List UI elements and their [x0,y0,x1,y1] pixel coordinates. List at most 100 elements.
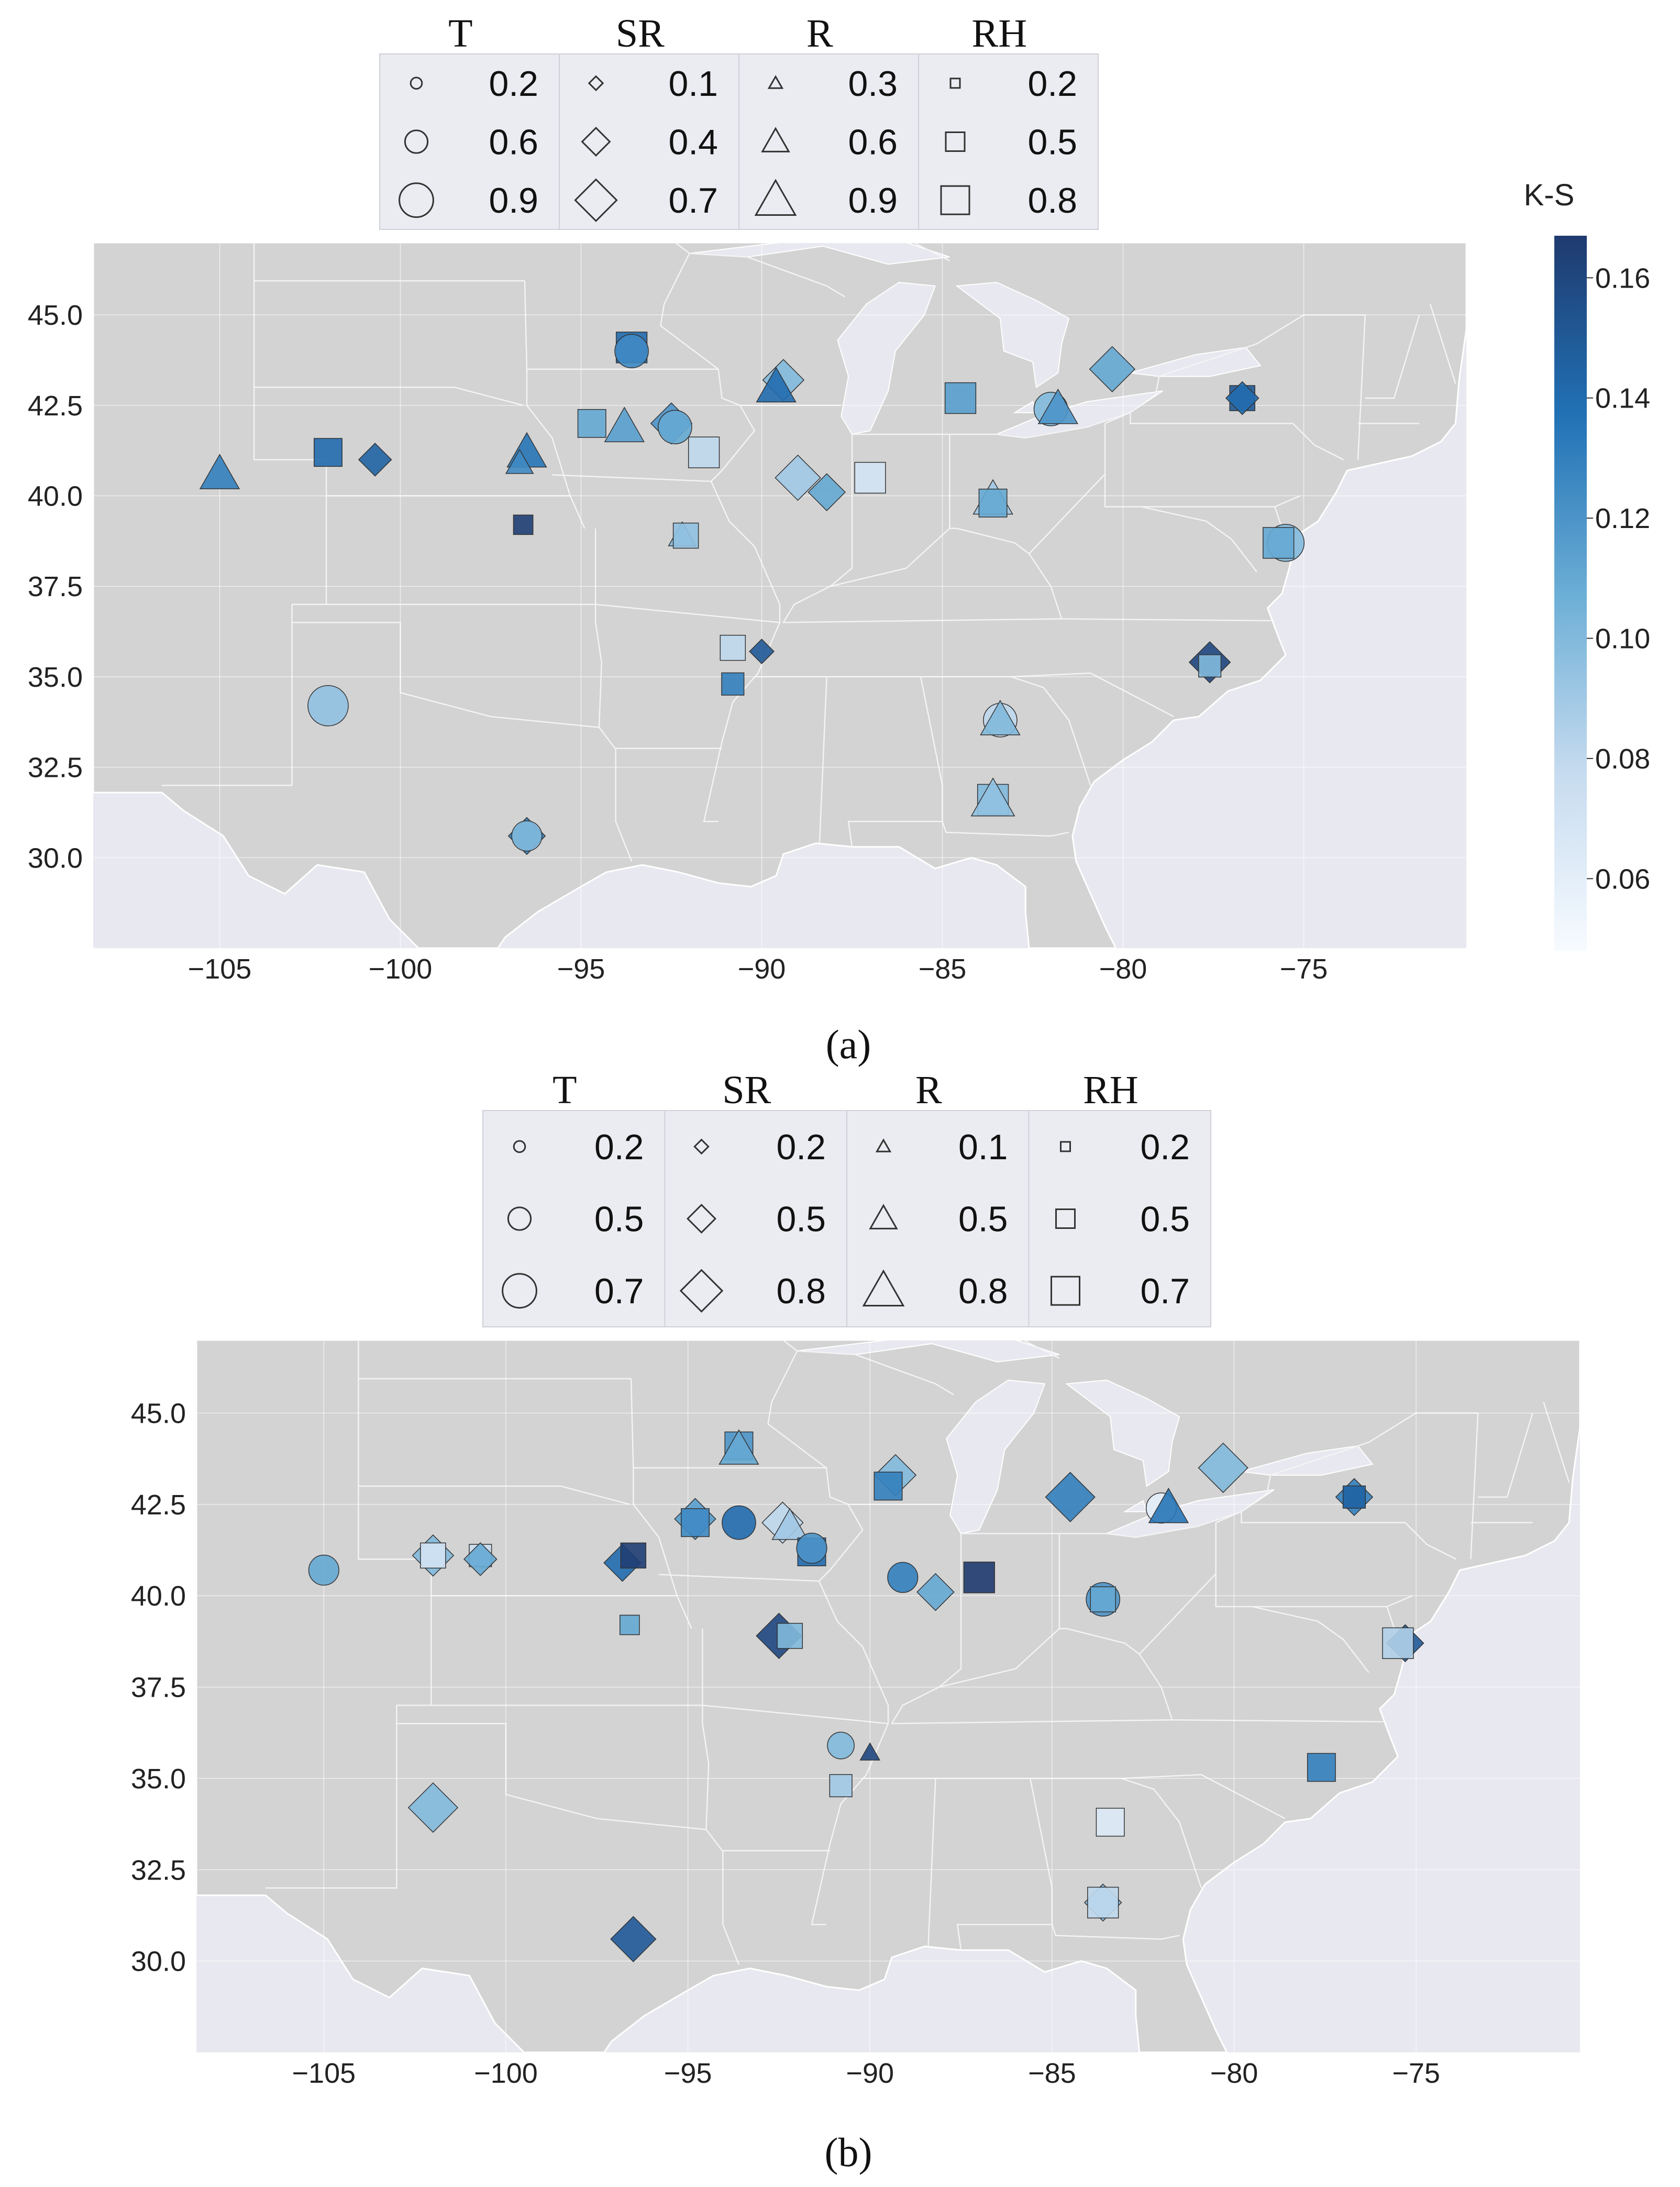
panel-label: (b) [825,2129,872,2175]
marker-circle [827,1731,855,1760]
state-border [1011,676,1091,786]
y-tick-label: 35.0 [131,1763,186,1795]
legend-title: R [915,1068,942,1112]
legend-value: 0.8 [1027,181,1077,221]
legend-title: R [806,12,833,56]
legend-value: 0.9 [848,181,898,221]
y-tick-label: 37.5 [131,1672,186,1704]
map-panel-1: −105 −100 −95 −90 −85 −80 −75 45.0 42.5 40.0 37.5 3… [131,1068,1580,2175]
x-tick-label: −90 [738,953,786,985]
legend-value: 0.6 [848,123,898,162]
marker-triangle [1037,388,1078,424]
legend-title: RH [972,12,1027,56]
legend-value: 0.7 [1140,1271,1190,1311]
state-border [633,1468,692,1629]
marker-diamond [749,639,775,664]
lake-shape [797,1340,1060,1362]
legend-marker-diamond [686,1203,717,1234]
lake-shape [1123,1500,1147,1512]
state-border [1215,1574,1369,1673]
state-border [358,1485,630,1505]
state-border [1478,1413,1533,1498]
x-tick-label: −95 [664,2058,712,2089]
marker-square [944,382,977,414]
marker-square [963,1562,995,1593]
state-border [927,1778,936,1947]
legend-value: 0.7 [668,181,718,221]
state-border [1121,1777,1202,1888]
colorbar: K-S 0.16 0.14 0.12 0.10 0.08 0.06 [1524,178,1650,951]
state-border [797,1350,954,1395]
legend-value: 0.8 [776,1271,826,1311]
lake-shape [955,281,1070,389]
y-tick-label: 37.5 [28,571,83,602]
state-border [526,369,585,529]
marker-square [1307,1753,1336,1782]
legend-value: 0.9 [489,181,538,221]
legend-value: 0.2 [1027,64,1077,104]
legend-value: 0.2 [489,64,538,104]
marker-square [620,1542,647,1569]
state-border [689,252,845,298]
marker-square [829,1774,853,1797]
marker-square [1382,1627,1414,1660]
marker-triangle [199,454,240,489]
legend-title: SR [722,1068,771,1112]
x-tick-label: −100 [474,2058,538,2089]
marker-square [672,522,699,549]
marker-diamond [610,1916,657,1962]
legend-value: 0.5 [958,1200,1008,1239]
lake-shape [837,281,936,435]
legend-value: 0.2 [776,1127,826,1167]
marker-square [688,436,720,468]
panel-label: (a) [826,1021,871,1067]
x-tick-label: −80 [1099,953,1147,985]
colorbar-tick-label: 0.16 [1595,262,1650,294]
marker-square [314,438,342,467]
legend-value: 0.5 [1140,1200,1190,1239]
map-panel-0: −105 −100 −95 −90 −85 −80 −75 45.0 42.5 40.0 37.5 3… [28,12,1650,1067]
state-border [913,243,950,261]
state-border [942,821,1069,837]
state-border [1357,315,1366,460]
state-border [1104,474,1257,573]
legend-marker-square [1051,1276,1080,1306]
y-tick-label: 30.0 [28,842,83,874]
legend-value: 0.2 [594,1127,644,1167]
colorbar-tick-label: 0.06 [1595,863,1650,895]
marker-square [978,488,1008,518]
x-tick-label: −80 [1210,2058,1258,2089]
state-border [594,528,603,728]
marker-triangle [980,699,1021,735]
legend-value: 0.5 [1027,123,1077,162]
colorbar-tick-label: 0.14 [1595,383,1650,414]
marker-triangle [719,1429,759,1465]
marker-square [1087,1886,1119,1919]
legend: T0.20.60.9SR0.10.40.7R0.30.60.9RH0.20.50… [379,12,1099,230]
colorbar-gradient [1554,236,1587,951]
marker-square [721,672,745,696]
legend-marker-triangle [869,1204,898,1229]
legend-value: 0.7 [594,1271,644,1311]
legend-value: 0.8 [958,1271,1008,1311]
marker-square [874,1471,903,1501]
x-tick-label: −100 [369,953,433,985]
marker-circle [614,334,649,369]
legend-value: 0.5 [776,1200,826,1239]
legend-marker-circle [410,76,423,90]
marker-diamond [808,473,846,511]
marker-triangle [505,448,534,474]
marker-circle [658,410,692,445]
marker-diamond [1089,346,1135,392]
marker-circle [308,1554,339,1586]
marker-diamond [1225,381,1259,415]
state-border [767,1350,950,1505]
legend-marker-square [1055,1208,1076,1229]
state-border [830,434,853,587]
state-border [254,387,524,406]
marker-diamond [916,1573,955,1611]
state-border [811,1504,889,1926]
y-tick-label: 45.0 [131,1398,186,1429]
marker-square [720,634,746,661]
y-tick-label: 32.5 [28,752,83,784]
